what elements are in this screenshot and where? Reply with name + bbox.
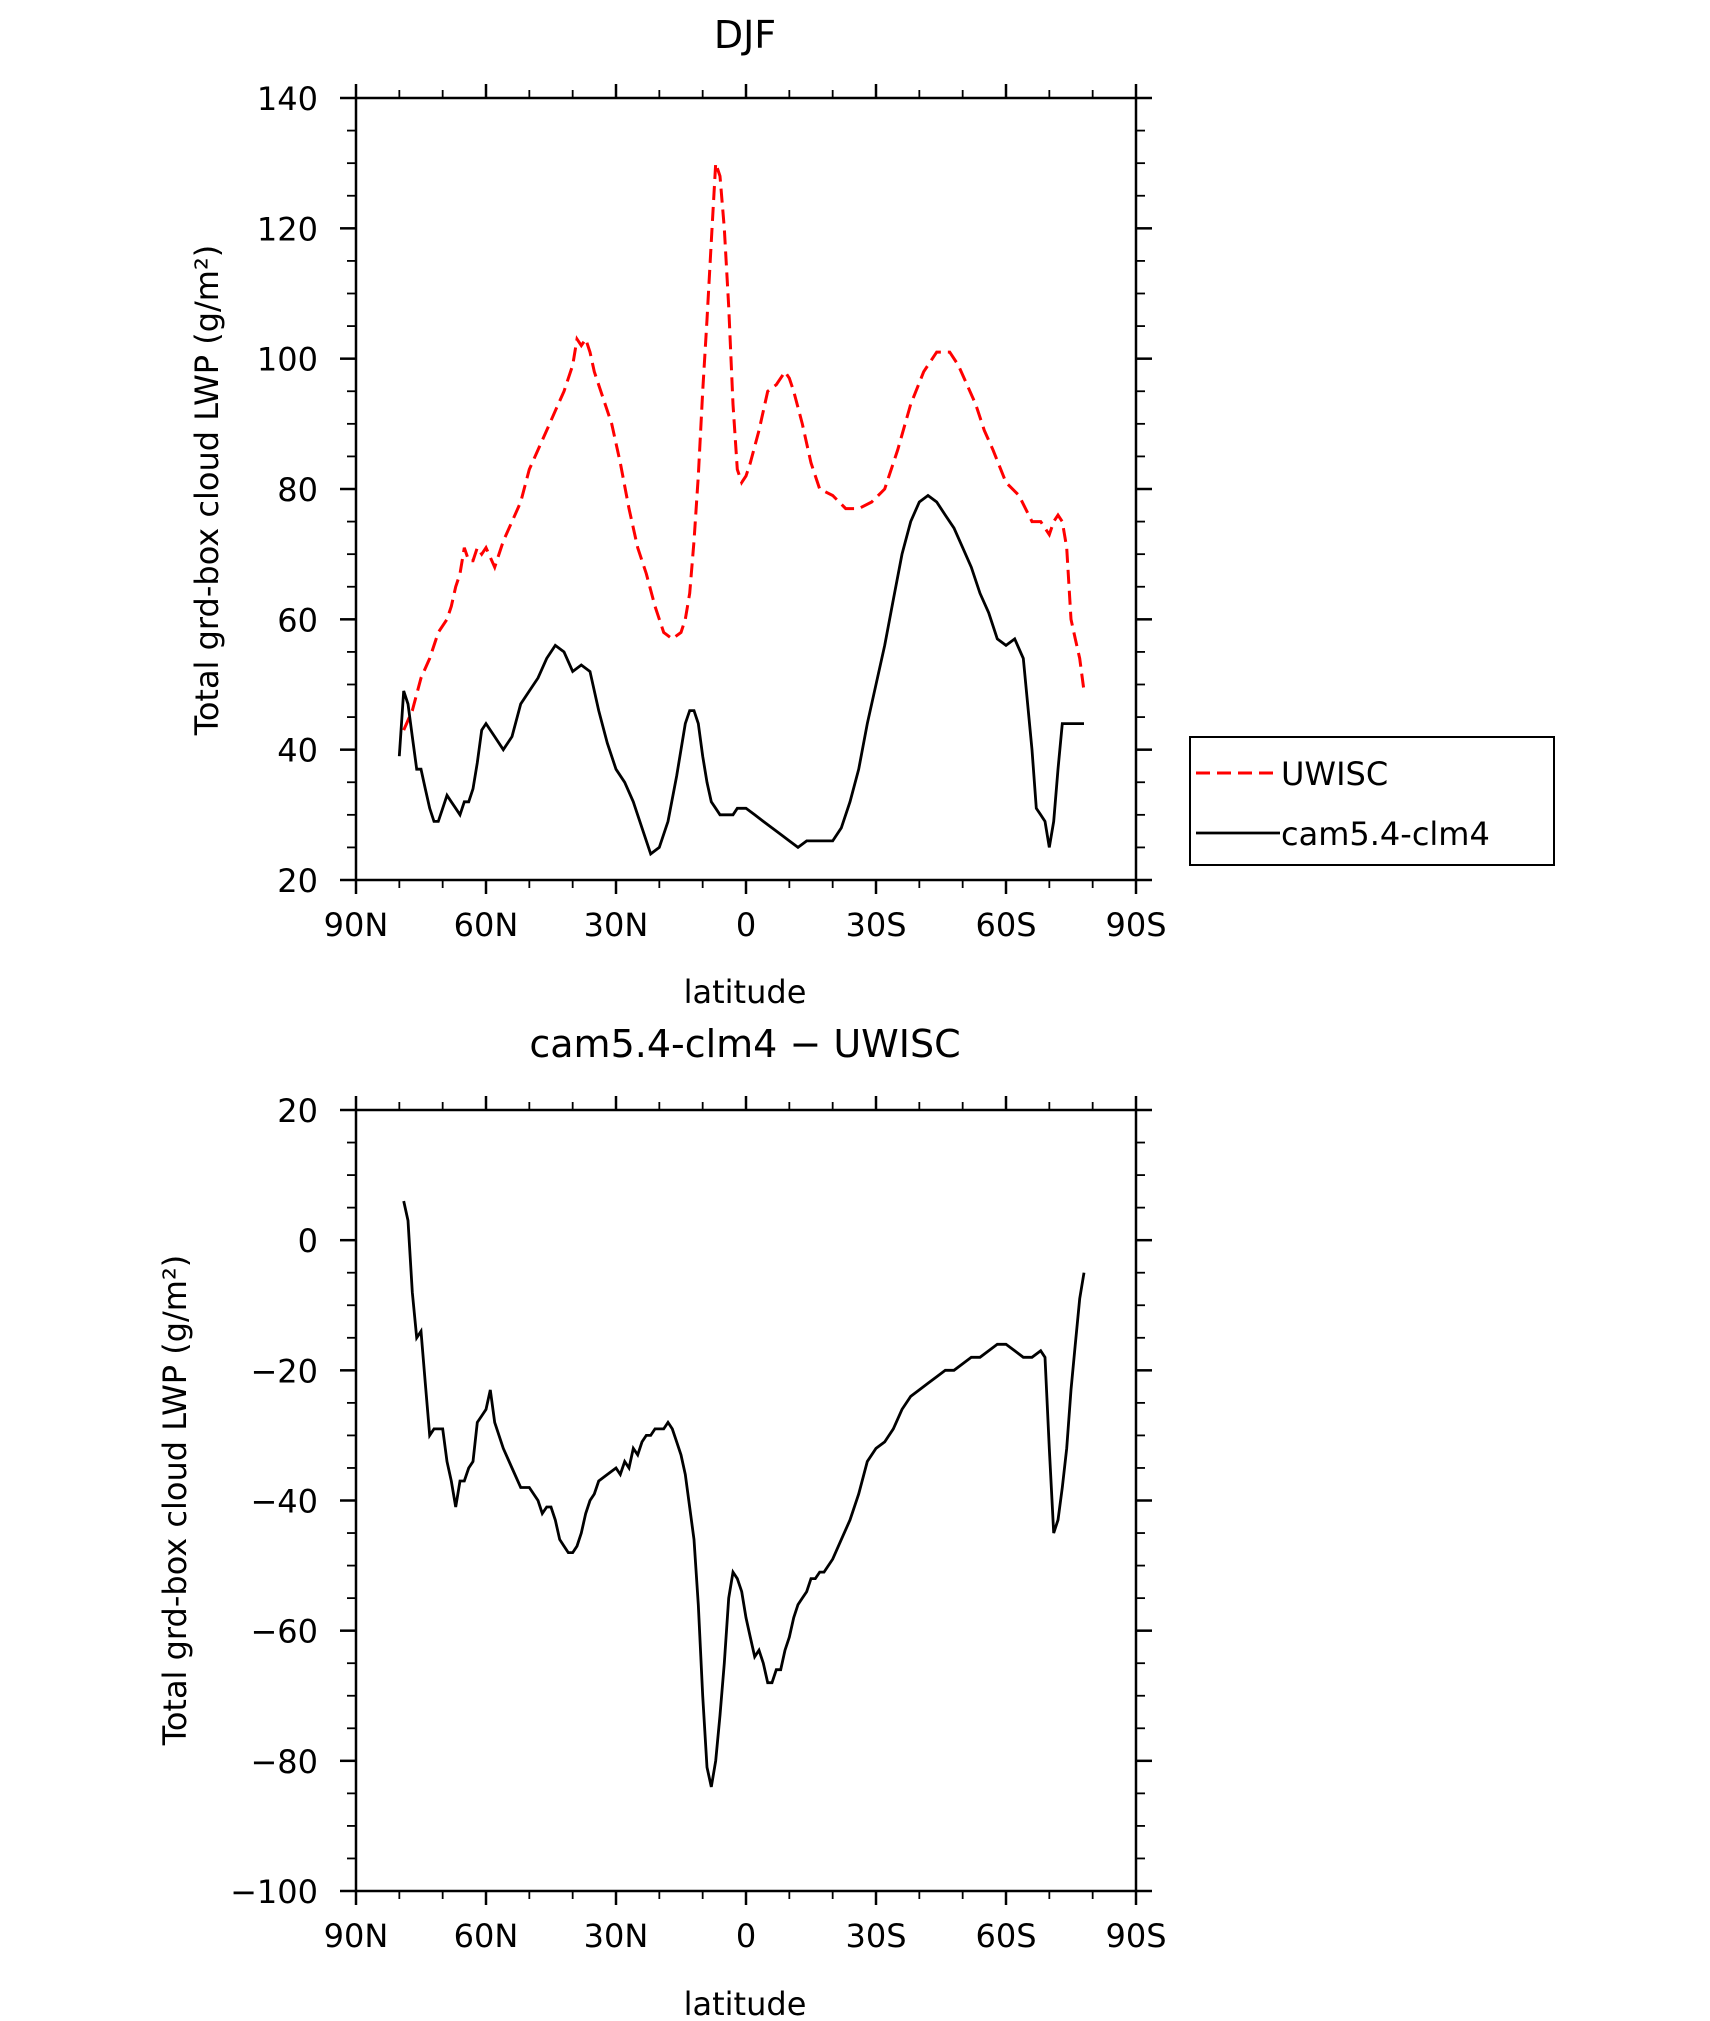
- legend-label-uwisc: UWISC: [1281, 755, 1388, 793]
- legend: UWISC cam5.4-clm4: [1189, 736, 1555, 866]
- axis-ticks: 90N 60N 30N 0 30S 60S 90S 20 40 60 80 100 120 140: [257, 80, 1167, 944]
- series-lines: [397, 162, 1086, 857]
- x-tick-label: 90N: [324, 906, 389, 944]
- x-tick-label: 30N: [584, 1917, 649, 1955]
- y-tick-label: 140: [257, 80, 318, 118]
- series-line-uwisc: [402, 162, 1086, 731]
- plot-frame: [354, 1108, 1138, 1893]
- legend-label-model: cam5.4-clm4: [1281, 815, 1490, 853]
- y-tick-label: 40: [277, 732, 318, 770]
- x-axis-label: latitude: [684, 1985, 807, 2021]
- x-tick-label: 30S: [845, 1917, 906, 1955]
- y-tick-label: −40: [250, 1483, 318, 1521]
- top-panel-djf: DJF Total grd-box cloud LWP (g/m²) latit…: [188, 13, 1555, 1011]
- panel-title: DJF: [714, 13, 776, 57]
- y-tick-label: −20: [250, 1352, 318, 1390]
- y-tick-label: −100: [230, 1873, 318, 1911]
- bottom-panel-difference: cam5.4-clm4 − UWISC Total grd-box cloud …: [156, 1022, 1167, 2021]
- x-tick-label: 30S: [845, 906, 906, 944]
- plot-frame: [354, 96, 1138, 882]
- series-line-difference: [402, 1200, 1086, 1788]
- y-tick-label: 0: [298, 1222, 318, 1260]
- x-tick-label: 0: [736, 1917, 756, 1955]
- series-line-cam5-4-clm4: [397, 493, 1084, 857]
- y-tick-label: 80: [277, 471, 318, 509]
- y-axis-label: Total grd-box cloud LWP (g/m²): [188, 245, 226, 737]
- y-tick-label: 60: [277, 601, 318, 639]
- legend-box: [1189, 736, 1555, 866]
- panel-title: cam5.4-clm4 − UWISC: [529, 1022, 960, 1066]
- y-tick-label: 120: [257, 210, 318, 248]
- x-tick-label: 60N: [454, 1917, 519, 1955]
- x-tick-label: 60N: [454, 906, 519, 944]
- axis-ticks: 90N 60N 30N 0 30S 60S 90S −100 −80 −60 −40 −20 0 20: [230, 1092, 1166, 1955]
- x-tick-label: 90S: [1105, 1917, 1166, 1955]
- x-tick-label: 90S: [1105, 906, 1166, 944]
- x-tick-label: 0: [736, 906, 756, 944]
- x-tick-label: 30N: [584, 906, 649, 944]
- x-tick-label: 90N: [324, 1917, 389, 1955]
- y-tick-label: −80: [250, 1743, 318, 1781]
- series-lines: [402, 1200, 1086, 1788]
- y-tick-label: 20: [277, 1092, 318, 1130]
- y-tick-label: 20: [277, 862, 318, 900]
- x-tick-label: 60S: [975, 906, 1036, 944]
- x-tick-label: 60S: [975, 1917, 1036, 1955]
- y-axis-label: Total grd-box cloud LWP (g/m²): [156, 1255, 194, 1747]
- x-axis-label: latitude: [684, 973, 807, 1011]
- y-tick-label: −60: [250, 1613, 318, 1651]
- y-tick-label: 100: [257, 341, 318, 379]
